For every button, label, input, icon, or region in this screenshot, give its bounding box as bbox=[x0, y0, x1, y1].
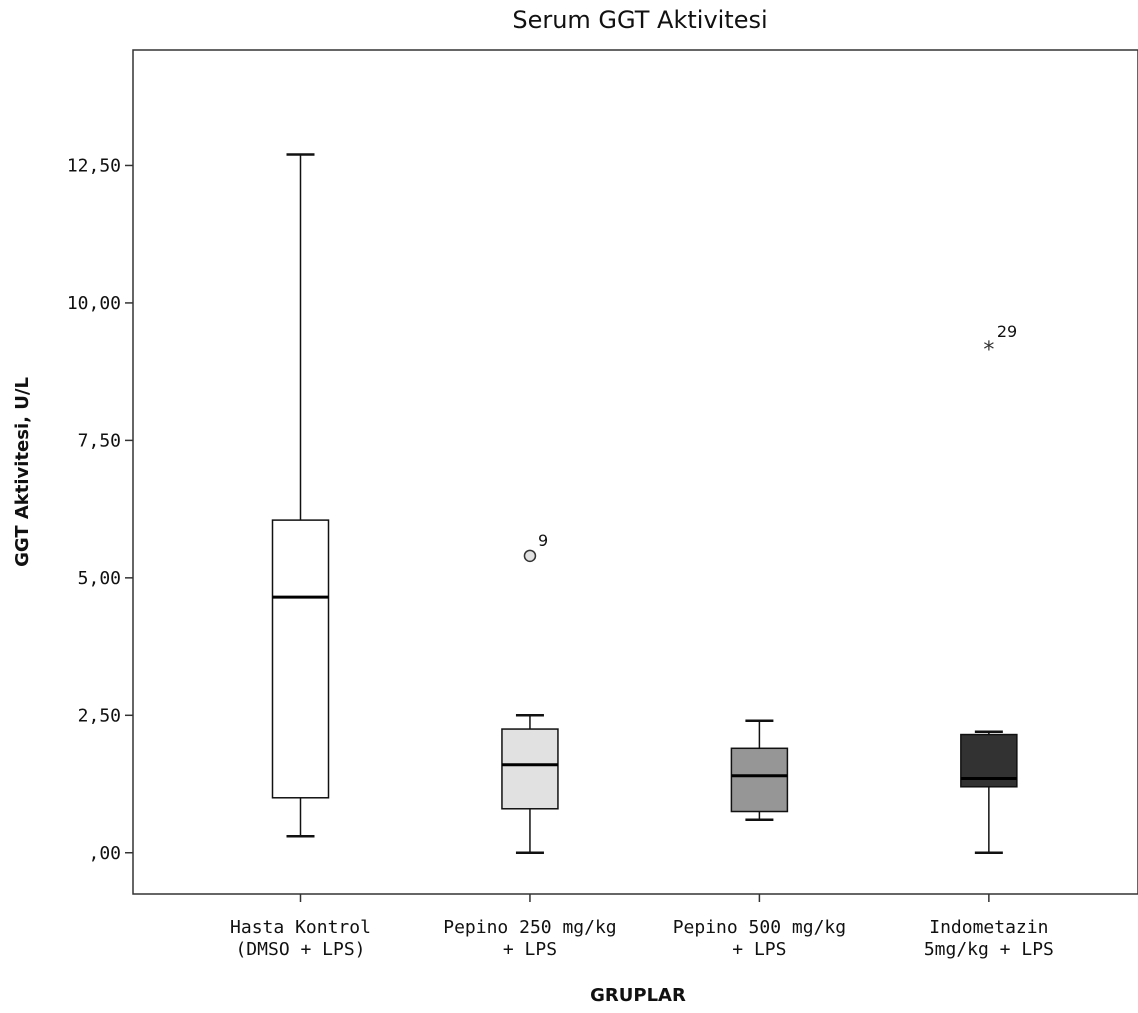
y-tick-label: 2,50 bbox=[78, 705, 121, 726]
plot-area-frame bbox=[132, 49, 1138, 895]
outlier-marker bbox=[523, 549, 537, 563]
extreme-marker: * bbox=[983, 338, 994, 363]
x-tick-label: Pepino 500 mg/kg bbox=[673, 917, 846, 938]
box-iqr bbox=[271, 519, 330, 799]
x-axis-title: GRUPLAR bbox=[590, 985, 686, 1006]
box-iqr bbox=[730, 747, 789, 813]
x-axis: Hasta Kontrol(DMSO + LPS) Pepino 250 mg/k… bbox=[230, 894, 1054, 960]
box-group: *29 bbox=[960, 322, 1018, 855]
x-tick-label: (DMSO + LPS) bbox=[235, 939, 365, 960]
y-axis: ,00 2,50 5,00 7,50 10,00 12,50 bbox=[67, 155, 133, 864]
x-tick-label: Pepino 250 mg/kg bbox=[443, 917, 616, 938]
chart-title: Serum GGT Aktivitesi bbox=[512, 6, 767, 34]
box-group bbox=[271, 153, 330, 838]
x-tick-label: + LPS bbox=[503, 939, 557, 960]
outlier-label: 9 bbox=[538, 531, 548, 550]
y-tick-label: 5,00 bbox=[78, 568, 121, 589]
x-tick-label: 5mg/kg + LPS bbox=[924, 939, 1054, 960]
box-iqr bbox=[501, 728, 559, 810]
y-axis-title: GGT Aktivitesi, U/L bbox=[12, 377, 33, 567]
y-tick-label: 12,50 bbox=[67, 155, 121, 176]
box-group: 9 bbox=[501, 531, 559, 855]
y-tick-label: 10,00 bbox=[67, 293, 121, 314]
x-tick-label: Hasta Kontrol bbox=[230, 917, 371, 938]
x-tick-label: + LPS bbox=[732, 939, 786, 960]
y-tick-label: 7,50 bbox=[78, 430, 121, 451]
x-tick-label: Indometazin bbox=[929, 917, 1048, 938]
outlier-label: 29 bbox=[997, 322, 1017, 341]
box-group bbox=[730, 719, 789, 822]
box-series: 9 *29 bbox=[271, 153, 1018, 855]
y-tick-label: ,00 bbox=[88, 843, 121, 864]
